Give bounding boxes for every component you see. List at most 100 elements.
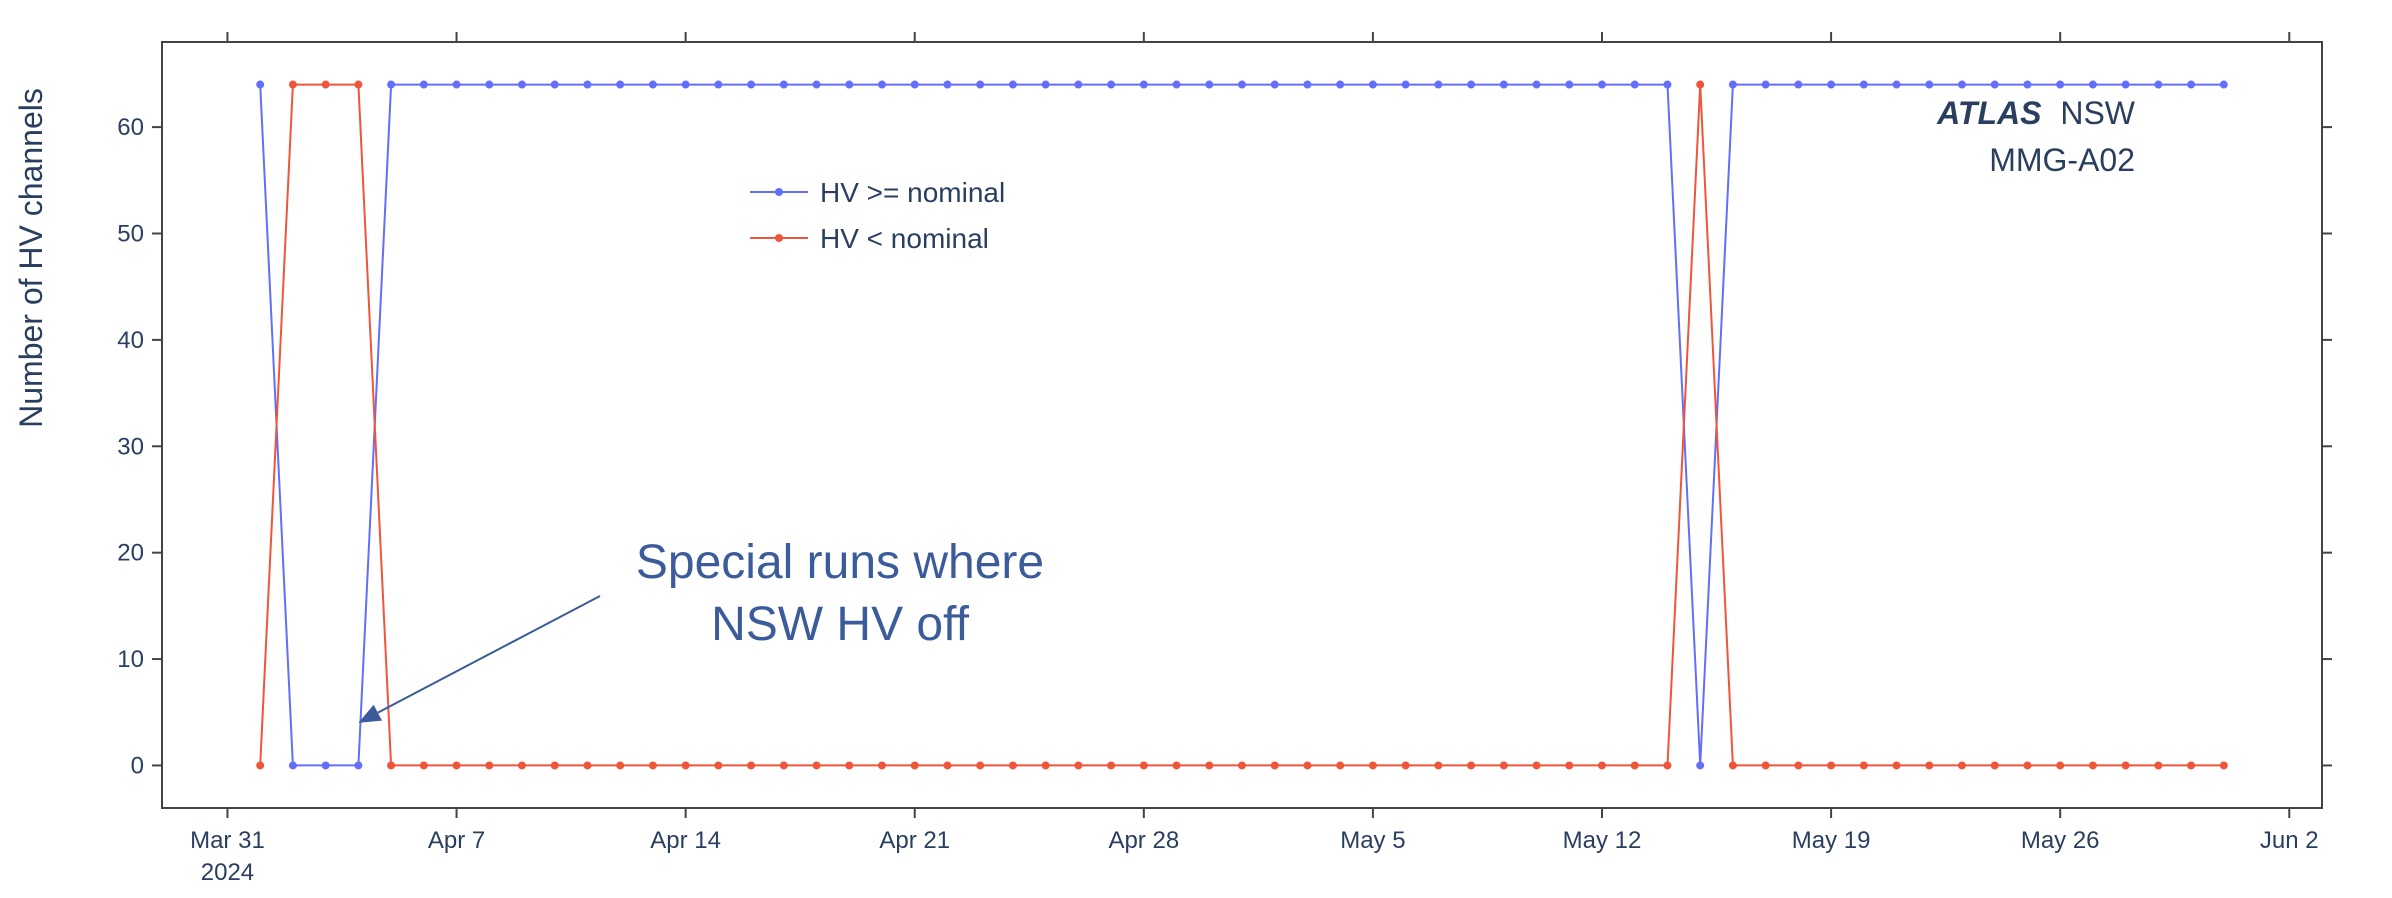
y-axis-title: Number of HV channels	[13, 88, 49, 428]
data-point	[1499, 761, 1508, 770]
data-point	[2154, 761, 2163, 770]
data-point	[1565, 761, 1574, 770]
data-point	[845, 761, 854, 770]
data-point	[616, 761, 625, 770]
data-point	[648, 761, 657, 770]
data-point	[1172, 761, 1181, 770]
y-axis: 0 10 20 30 40 50 60	[117, 114, 2332, 779]
data-point	[583, 80, 592, 89]
x-tick-label: Mar 31	[190, 827, 265, 854]
data-point	[812, 80, 821, 89]
data-point	[1990, 761, 1999, 770]
data-point	[1827, 761, 1836, 770]
data-point	[1008, 761, 1017, 770]
data-point	[1205, 761, 1214, 770]
series-line	[259, 83, 2224, 767]
data-point	[878, 761, 886, 770]
data-point	[2219, 761, 2228, 770]
y-tick-label: 0	[131, 752, 144, 779]
data-point	[1107, 80, 1116, 89]
data-point	[1598, 80, 1606, 89]
data-point	[550, 80, 559, 89]
data-point	[1205, 80, 1214, 89]
y-tick-label: 50	[117, 221, 144, 248]
x-tick-label: Jun 2	[2260, 827, 2319, 854]
data-point	[419, 80, 428, 89]
series-1	[256, 80, 2228, 770]
data-point	[1696, 761, 1705, 770]
data-point	[1859, 80, 1868, 89]
x-tick-label: Apr 28	[1108, 827, 1179, 854]
brand-subsystem: NSW	[2060, 95, 2135, 131]
annotation-line-1: Special runs where	[636, 536, 1044, 589]
y-tick-label: 30	[117, 433, 144, 460]
data-point	[321, 761, 330, 770]
data-point	[1336, 80, 1345, 89]
data-point	[1630, 761, 1639, 770]
x-tick-label: Apr 7	[428, 827, 485, 854]
x-tick-label: May 5	[1340, 827, 1405, 854]
data-point	[256, 761, 265, 770]
x-tick-label: May 26	[2021, 827, 2100, 854]
x-tick-label: May 19	[1792, 827, 1871, 854]
data-point	[1434, 761, 1443, 770]
data-point	[1270, 761, 1279, 770]
y-tick-label: 10	[117, 646, 144, 673]
data-point	[943, 761, 952, 770]
data-point	[518, 80, 526, 89]
x-tick-label: Apr 21	[879, 827, 950, 854]
data-point	[550, 761, 559, 770]
data-point	[1663, 761, 1672, 770]
y-tick-label: 40	[117, 327, 144, 354]
data-point	[1663, 80, 1672, 89]
data-point	[419, 761, 428, 770]
data-point	[1270, 80, 1279, 89]
data-point	[2023, 761, 2032, 770]
series-2	[256, 80, 2228, 770]
data-point	[1303, 80, 1312, 89]
branding-line-1: ATLAS NSW	[1936, 95, 2136, 131]
data-point	[1139, 761, 1148, 770]
legend-label: HV < nominal	[820, 223, 989, 254]
data-point	[1532, 80, 1541, 89]
plot-frame	[161, 41, 2323, 809]
annotation-arrow	[377, 595, 601, 714]
legend: HV >= nominal HV < nominal	[750, 177, 1005, 254]
data-point	[681, 761, 690, 770]
data-point	[1172, 80, 1181, 89]
legend-label: HV >= nominal	[820, 177, 1005, 208]
data-point	[1958, 80, 1966, 89]
data-point	[452, 80, 461, 89]
data-point	[1368, 761, 1377, 770]
data-point	[747, 761, 756, 770]
data-point	[943, 80, 952, 89]
data-point	[256, 80, 265, 89]
data-point	[714, 761, 723, 770]
data-point	[1794, 761, 1803, 770]
data-point	[354, 80, 363, 89]
data-point	[779, 761, 788, 770]
data-point	[779, 80, 788, 89]
legend-marker	[775, 188, 783, 196]
data-point	[387, 80, 396, 89]
data-point	[1728, 80, 1737, 89]
data-point	[681, 80, 690, 89]
data-point	[485, 80, 494, 89]
data-point	[1794, 80, 1803, 89]
data-point	[321, 80, 330, 89]
data-point	[2056, 80, 2065, 89]
data-point	[1761, 80, 1770, 89]
data-point	[1467, 80, 1476, 89]
data-point	[714, 80, 723, 89]
data-point	[1728, 761, 1737, 770]
data-point	[1892, 761, 1901, 770]
data-point	[1074, 761, 1083, 770]
data-point	[1925, 761, 1934, 770]
data-point	[518, 761, 526, 770]
data-point	[1925, 80, 1934, 89]
data-point	[1238, 761, 1246, 770]
brand-detector: MMG-A02	[1989, 142, 2135, 178]
plot-frame-layer	[161, 41, 2323, 809]
data-point	[616, 80, 625, 89]
